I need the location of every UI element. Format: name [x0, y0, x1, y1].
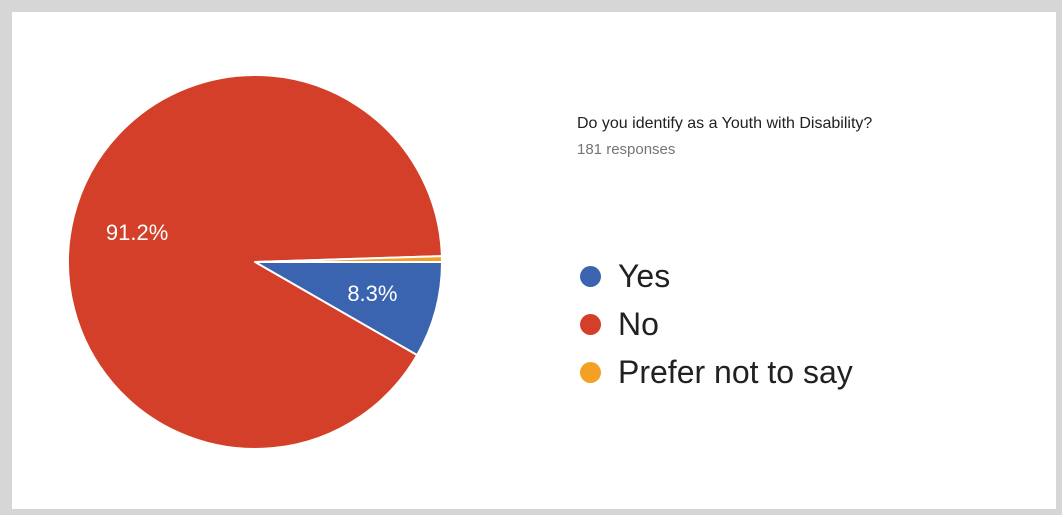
legend-label-no: No	[618, 305, 659, 342]
pie-slice-prefer-not-to-say[interactable]	[254, 255, 444, 263]
legend-label-yes: Yes	[618, 257, 671, 294]
legend-item-no[interactable]: No	[580, 300, 853, 348]
legend-marker-prefer-not-to-say	[580, 361, 601, 383]
legend-marker-yes	[580, 265, 601, 287]
pie-slice-yes[interactable]	[254, 261, 443, 357]
slice-label-no: 91.2%	[106, 220, 168, 245]
legend-item-prefer-not-to-say[interactable]: Prefer not to say	[580, 348, 853, 396]
slice-label-yes: 8.3%	[347, 281, 397, 306]
legend-label-prefer-not-to-say: Prefer not to say	[618, 353, 853, 390]
chart-title: Do you identify as a Youth with Disabili…	[577, 115, 873, 132]
legend: Yes No Prefer not to say	[580, 252, 853, 396]
response-count: 181 responses	[577, 141, 676, 158]
legend-marker-no	[580, 313, 601, 335]
legend-item-yes[interactable]: Yes	[580, 252, 853, 300]
